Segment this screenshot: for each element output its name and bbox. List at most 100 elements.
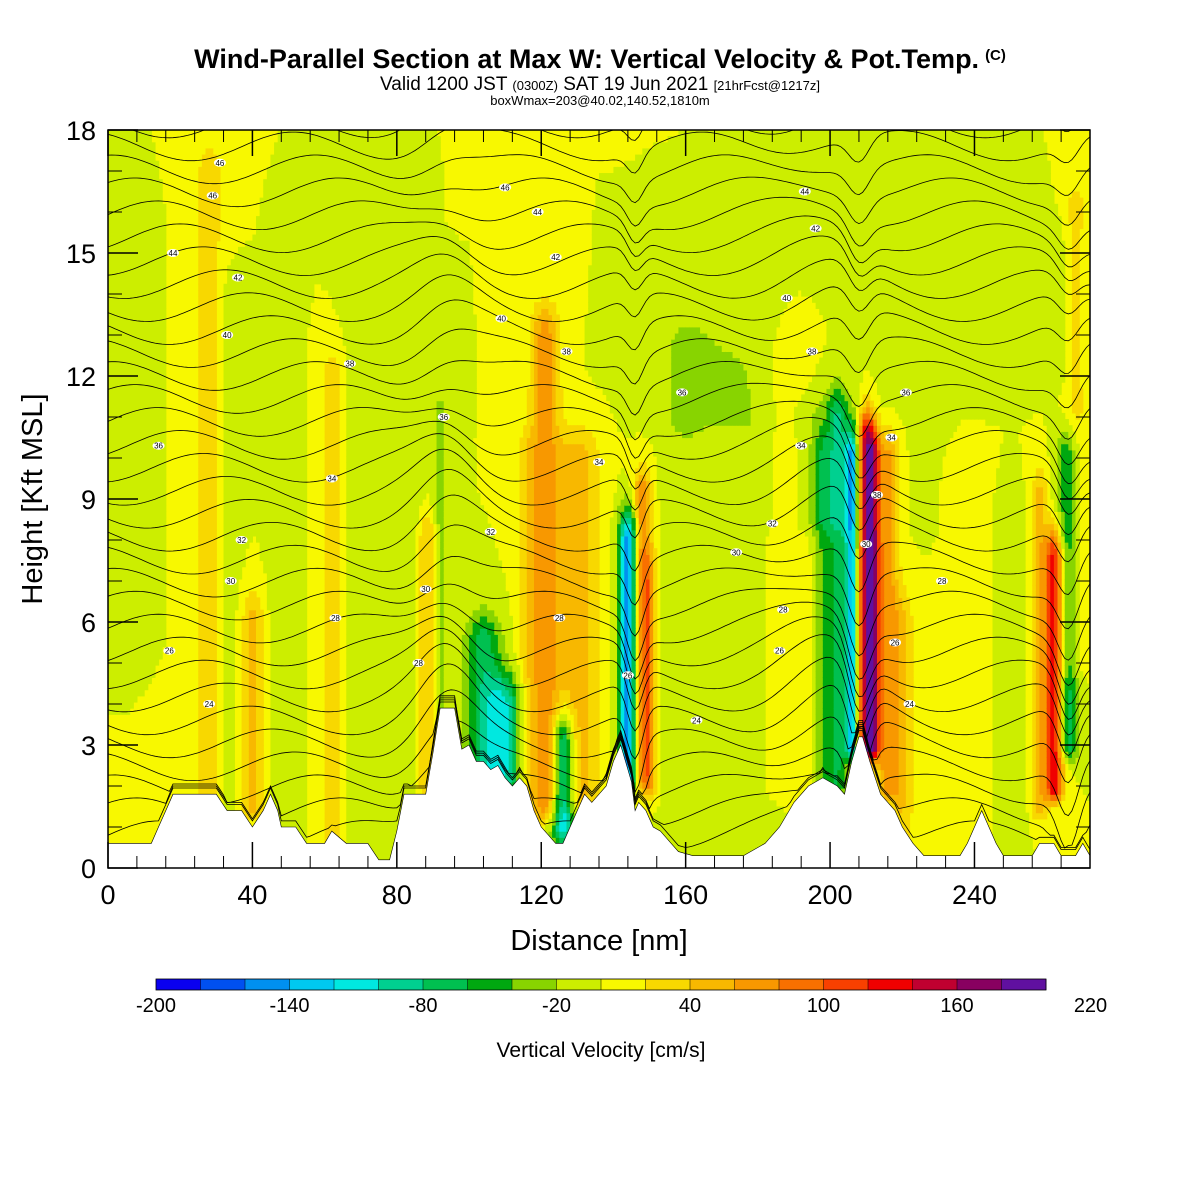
velocity-cell xyxy=(288,345,293,352)
velocity-cell xyxy=(154,431,160,439)
velocity-cell xyxy=(259,394,264,402)
velocity-cell xyxy=(154,585,160,592)
velocity-cell xyxy=(252,757,257,765)
velocity-cell xyxy=(227,788,232,795)
velocity-cell xyxy=(248,652,254,660)
velocity-cell xyxy=(270,431,275,439)
velocity-cell xyxy=(306,216,311,223)
velocity-cell xyxy=(133,228,138,236)
velocity-cell xyxy=(288,443,293,451)
velocity-cell xyxy=(151,382,156,389)
velocity-cell xyxy=(212,572,217,580)
velocity-cell xyxy=(198,431,203,439)
velocity-cell xyxy=(274,382,279,389)
velocity-cell xyxy=(126,222,131,229)
velocity-cell xyxy=(118,492,124,500)
velocity-cell xyxy=(151,173,156,180)
velocity-cell xyxy=(158,486,163,494)
velocity-cell xyxy=(136,382,142,389)
velocity-cell xyxy=(198,388,203,396)
velocity-cell xyxy=(223,677,228,685)
velocity-cell xyxy=(292,240,297,248)
velocity-cell xyxy=(144,652,149,660)
velocity-cell xyxy=(248,246,254,254)
velocity-cell xyxy=(118,701,124,709)
velocity-cell xyxy=(339,191,344,199)
velocity-cell xyxy=(306,197,311,205)
velocity-cell xyxy=(274,775,279,783)
velocity-cell xyxy=(136,689,142,697)
velocity-cell xyxy=(245,726,250,734)
velocity-cell xyxy=(230,480,235,488)
velocity-cell xyxy=(328,794,333,801)
velocity-cell xyxy=(108,296,113,303)
velocity-cell xyxy=(227,677,232,685)
velocity-cell xyxy=(108,148,113,156)
velocity-cell xyxy=(154,406,160,414)
velocity-cell xyxy=(111,554,116,562)
velocity-cell xyxy=(118,646,124,654)
velocity-cell xyxy=(230,449,235,457)
velocity-cell xyxy=(295,228,300,236)
velocity-cell xyxy=(281,265,286,273)
velocity-cell xyxy=(256,677,261,685)
velocity-cell xyxy=(162,363,167,371)
velocity-cell xyxy=(335,216,340,223)
velocity-cell xyxy=(136,535,142,543)
velocity-cell xyxy=(252,486,257,494)
velocity-cell xyxy=(144,529,149,537)
velocity-cell xyxy=(129,640,134,648)
velocity-cell xyxy=(346,437,351,445)
velocity-cell xyxy=(266,283,272,291)
velocity-cell xyxy=(277,646,282,654)
velocity-cell xyxy=(111,222,116,229)
velocity-cell xyxy=(248,726,254,734)
velocity-cell xyxy=(331,788,337,795)
velocity-cell xyxy=(252,462,257,469)
velocity-cell xyxy=(295,806,300,814)
velocity-cell xyxy=(288,652,293,660)
velocity-cell xyxy=(266,523,272,531)
velocity-cell xyxy=(234,412,239,420)
velocity-cell xyxy=(292,812,297,820)
velocity-cell xyxy=(274,726,279,734)
velocity-cell xyxy=(245,683,250,691)
velocity-cell xyxy=(223,763,228,771)
velocity-cell xyxy=(122,677,127,685)
velocity-cell xyxy=(205,572,210,580)
velocity-cell xyxy=(324,560,329,568)
velocity-cell xyxy=(133,640,138,648)
velocity-cell xyxy=(209,265,214,273)
velocity-cell xyxy=(126,492,131,500)
velocity-cell xyxy=(292,357,297,365)
velocity-cell xyxy=(284,154,290,162)
velocity-cell xyxy=(115,578,120,586)
velocity-cell xyxy=(223,474,228,482)
velocity-cell xyxy=(274,542,279,549)
velocity-cell xyxy=(140,615,145,623)
velocity-cell xyxy=(281,542,286,549)
velocity-cell xyxy=(288,603,293,611)
velocity-cell xyxy=(281,326,286,334)
velocity-cell xyxy=(111,542,116,549)
velocity-cell xyxy=(162,246,167,254)
velocity-cell xyxy=(299,209,304,217)
velocity-cell xyxy=(259,634,264,642)
velocity-cell xyxy=(140,628,145,635)
velocity-cell xyxy=(281,406,286,414)
velocity-cell xyxy=(346,689,351,697)
velocity-cell xyxy=(256,708,261,715)
velocity-cell xyxy=(317,259,322,266)
velocity-cell xyxy=(292,197,297,205)
velocity-cell xyxy=(266,166,272,174)
velocity-cell xyxy=(277,332,282,340)
velocity-cell xyxy=(162,203,167,211)
velocity-cell xyxy=(281,738,286,746)
velocity-cell xyxy=(346,572,351,580)
velocity-cell xyxy=(248,800,254,808)
velocity-cell xyxy=(277,486,282,494)
velocity-cell xyxy=(122,406,127,414)
velocity-cell xyxy=(227,443,232,451)
velocity-cell xyxy=(205,369,210,377)
velocity-cell xyxy=(154,203,160,211)
